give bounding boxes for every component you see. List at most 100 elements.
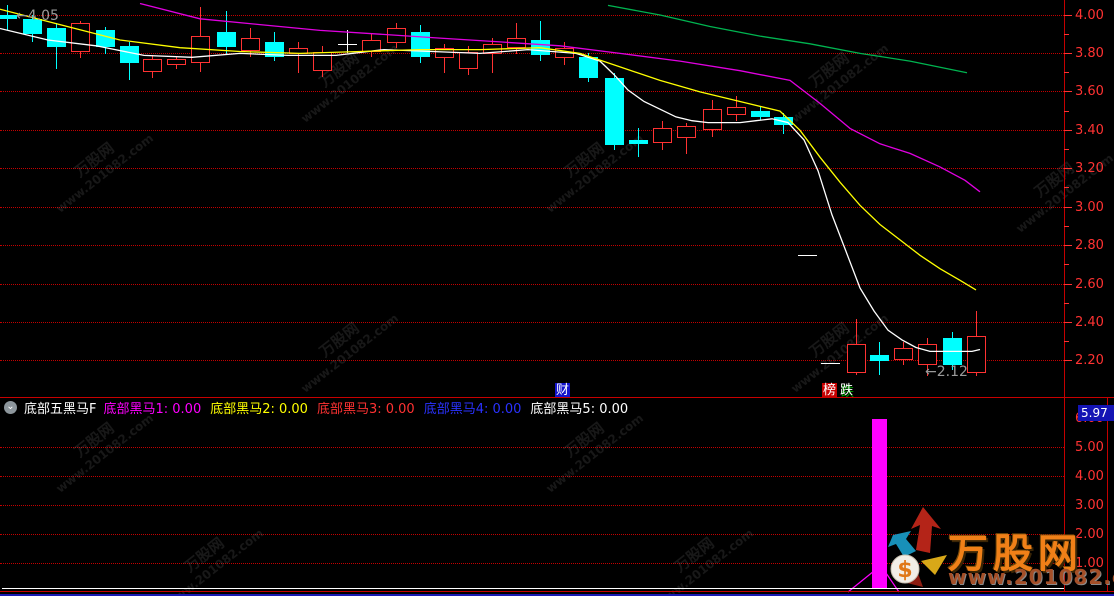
candlestick bbox=[677, 126, 696, 138]
axis-minor-tick bbox=[1064, 149, 1069, 150]
candlestick bbox=[507, 38, 526, 48]
cai-marker[interactable]: 财 bbox=[555, 383, 571, 398]
candlestick bbox=[847, 344, 866, 373]
price-label: 2.60 bbox=[1075, 277, 1104, 292]
indicator-scale-label: 3.00 bbox=[1075, 498, 1104, 513]
indicator-scale-label: 2.00 bbox=[1075, 527, 1104, 542]
indicator-field: 底部黑马4: 0.00 bbox=[423, 401, 522, 417]
candlestick bbox=[918, 344, 937, 366]
watermark-text: 万股网 www.201082.com bbox=[298, 310, 402, 396]
indicator-field: 底部黑马5: 0.00 bbox=[530, 401, 629, 417]
gridline bbox=[0, 245, 1064, 246]
axis-tick bbox=[1064, 207, 1072, 208]
indicator-gridline bbox=[0, 505, 1064, 506]
price-axis-line bbox=[1064, 0, 1065, 592]
bottom-blue-strip bbox=[0, 594, 1114, 596]
indicator-axis-right-border bbox=[1107, 397, 1108, 592]
indicator-field: 底部黑马3: 0.00 bbox=[316, 401, 415, 417]
candlestick bbox=[821, 363, 840, 364]
axis-tick bbox=[1064, 130, 1072, 131]
axis-minor-tick bbox=[1064, 341, 1069, 342]
price-label: 3.20 bbox=[1075, 161, 1104, 176]
logo-pinwheel-icon: $ bbox=[888, 507, 947, 587]
axis-tick bbox=[1064, 53, 1072, 54]
candlestick bbox=[411, 32, 430, 57]
watermark-text: 万股网 www.201082.com bbox=[653, 525, 757, 596]
indicator-value-box: 5.97 bbox=[1078, 405, 1114, 421]
site-logo: $ 万股网 www.201082.com bbox=[885, 503, 1114, 593]
candlestick bbox=[579, 57, 598, 79]
candlestick bbox=[120, 46, 139, 64]
gridline bbox=[0, 15, 1064, 16]
axis-tick bbox=[1064, 322, 1072, 323]
logo-brand-text: 万股网 bbox=[948, 531, 1083, 577]
axis-minor-tick bbox=[1064, 264, 1069, 265]
candlestick bbox=[943, 338, 962, 365]
candlestick bbox=[191, 36, 210, 63]
watermark-text: 万股网 www.201082.com bbox=[53, 130, 157, 216]
candlestick bbox=[387, 28, 406, 44]
candlestick bbox=[653, 128, 672, 144]
indicator-gridline bbox=[0, 563, 1064, 564]
axis-tick bbox=[1064, 15, 1072, 16]
candlestick bbox=[629, 140, 648, 144]
candlestick bbox=[241, 38, 260, 52]
candlestick bbox=[967, 336, 986, 373]
candlestick bbox=[555, 48, 574, 58]
candlestick bbox=[727, 107, 746, 115]
axis-tick bbox=[1064, 245, 1072, 246]
axis-minor-tick bbox=[1064, 187, 1069, 188]
candlestick bbox=[894, 348, 913, 360]
logo-url-text[interactable]: www.201082.com bbox=[948, 565, 1114, 589]
candlestick bbox=[0, 15, 17, 19]
price-label: 3.60 bbox=[1075, 84, 1104, 99]
price-label: 3.40 bbox=[1075, 123, 1104, 138]
candlestick bbox=[217, 32, 236, 48]
indicator-gridline bbox=[0, 534, 1064, 535]
low-price-annotation: ←2.12 bbox=[925, 364, 968, 380]
gridline bbox=[0, 284, 1064, 285]
candlestick bbox=[483, 44, 502, 54]
axis-minor-tick bbox=[1064, 226, 1069, 227]
candlestick bbox=[265, 42, 284, 58]
indicator-field: 底部黑马1: 0.00 bbox=[103, 401, 202, 417]
gridline bbox=[0, 168, 1064, 169]
gridline bbox=[0, 130, 1064, 131]
axis-minor-tick bbox=[1064, 303, 1069, 304]
indicator-bottom-line bbox=[2, 588, 1064, 589]
axis-minor-tick bbox=[1064, 34, 1069, 35]
watermark-text: 万股网 www.201082.com bbox=[298, 40, 402, 126]
axis-minor-tick bbox=[1064, 72, 1069, 73]
price-label: 3.80 bbox=[1075, 46, 1104, 61]
axis-tick bbox=[1064, 91, 1072, 92]
candlestick bbox=[167, 59, 186, 65]
candlestick bbox=[143, 59, 162, 73]
bang-marker[interactable]: 榜 bbox=[822, 383, 838, 398]
candlestick bbox=[289, 48, 308, 54]
indicator-gridline bbox=[0, 447, 1064, 448]
indicator-bar bbox=[872, 419, 887, 588]
candlestick bbox=[798, 255, 817, 256]
indicator-scale-label: 4.00 bbox=[1075, 469, 1104, 484]
indicator-field: 底部黑马2: 0.00 bbox=[210, 401, 308, 417]
indicator-scale-label: 5.00 bbox=[1075, 440, 1104, 455]
gridline bbox=[0, 207, 1064, 208]
high-price-annotation: ←4.05 bbox=[16, 8, 59, 24]
gridline bbox=[0, 91, 1064, 92]
candlestick bbox=[47, 28, 66, 48]
price-label: 2.20 bbox=[1075, 353, 1104, 368]
gridline bbox=[0, 322, 1064, 323]
price-label: 4.00 bbox=[1075, 8, 1104, 23]
watermark-text: 万股网 www.201082.com bbox=[163, 525, 267, 596]
chevron-down-icon[interactable]: ⌄ bbox=[4, 400, 17, 414]
candlestick bbox=[435, 48, 454, 58]
die-marker[interactable]: 跌 bbox=[840, 383, 854, 398]
ma-magenta bbox=[139, 2, 981, 193]
candlestick bbox=[338, 44, 357, 45]
candlestick bbox=[459, 52, 478, 70]
candlestick bbox=[703, 109, 722, 131]
price-label: 3.00 bbox=[1075, 200, 1104, 215]
axis-tick bbox=[1064, 284, 1072, 285]
indicator-name[interactable]: 底部五黑马F bbox=[24, 401, 97, 417]
